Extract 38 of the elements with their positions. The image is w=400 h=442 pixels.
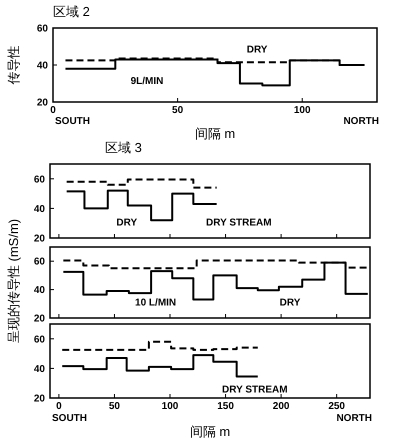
annotation: DRY STREAM xyxy=(206,218,272,229)
x-tick-label: 150 xyxy=(217,401,234,412)
text: SOUTH xyxy=(52,413,87,424)
chart-title: 区域 3 xyxy=(105,140,142,155)
annotation: 9L/MIN xyxy=(130,76,164,87)
x-tick-label: 0 xyxy=(56,401,62,412)
y-axis-title: 呈现的传导性 (mS/m) xyxy=(6,218,21,344)
x-axis-title: 间隔 m xyxy=(194,126,236,141)
annotation: DRY xyxy=(280,298,301,309)
y-tick-label: 20 xyxy=(34,314,46,324)
y-tick-label: 40 xyxy=(34,204,46,215)
x-tick-label: 200 xyxy=(272,401,290,412)
text: SOUTH xyxy=(55,116,90,127)
annotation: DRY STREAM xyxy=(222,384,288,396)
y-tick-label: 60 xyxy=(34,174,46,186)
y-tick-label: 20 xyxy=(34,394,46,404)
y-tick-label: 20 xyxy=(36,98,48,108)
text: NORTH xyxy=(343,116,379,127)
y-axis-title: 传导性 xyxy=(6,46,21,84)
text: NORTH xyxy=(336,413,372,424)
y-tick-label: 40 xyxy=(36,60,48,72)
y-tick-label: 40 xyxy=(34,285,46,296)
annotation: 10 L/MIN xyxy=(135,298,176,309)
y-tick-label: 60 xyxy=(34,334,46,346)
y-tick-label: 20 xyxy=(34,234,46,244)
x-tick-label: 100 xyxy=(162,401,179,412)
x-tick-label: 50 xyxy=(172,105,184,116)
annotation: DRY xyxy=(246,44,268,56)
x-axis-title: 间隔 m xyxy=(190,424,230,439)
x-tick-label: 250 xyxy=(328,401,346,412)
x-tick-label: 0 xyxy=(50,105,56,116)
y-tick-label: 60 xyxy=(36,24,48,34)
annotation: DRY xyxy=(116,218,138,229)
x-tick-label: 50 xyxy=(108,401,120,412)
y-tick-label: 40 xyxy=(34,364,46,375)
y-tick-label: 60 xyxy=(34,256,46,268)
chart-title: 区域 2 xyxy=(53,4,90,19)
x-tick-label: 100 xyxy=(294,105,312,116)
